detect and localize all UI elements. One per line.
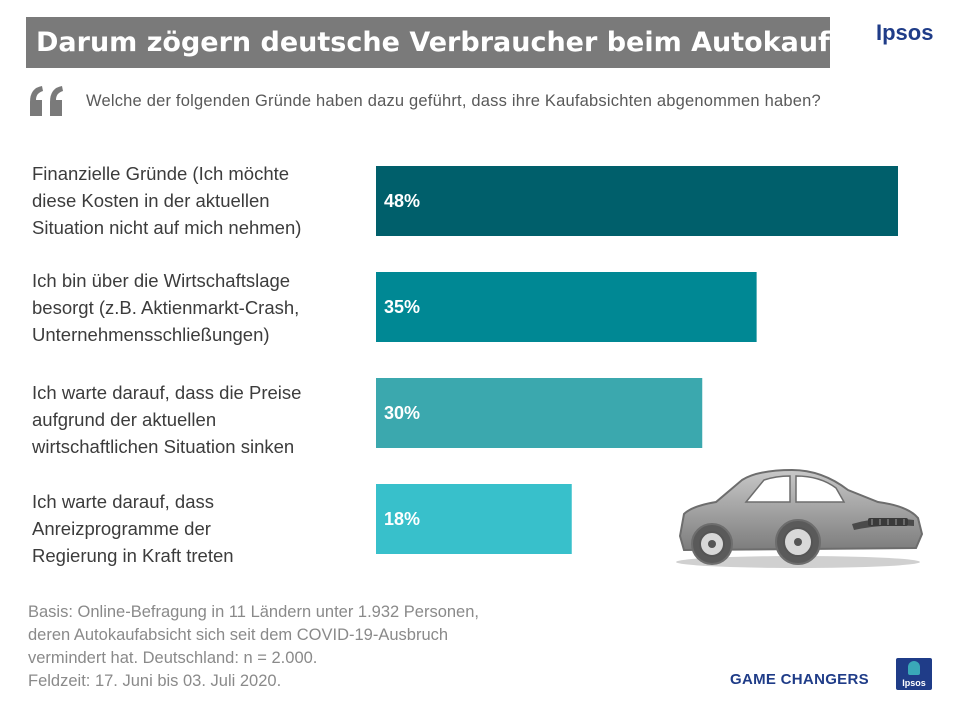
ipsos-logo: Ipsos — [896, 658, 932, 690]
tagline: GAME CHANGERS — [730, 671, 869, 688]
logo-mark — [908, 661, 920, 675]
survey-question: Welche der folgenden Gründe haben dazu g… — [86, 92, 821, 110]
car-icon — [676, 468, 924, 568]
bar — [376, 272, 757, 342]
bar-value-label: 18% — [384, 509, 420, 529]
footnote: Basis: Online-Befragung in 11 Ländern un… — [28, 603, 479, 690]
bar-value-label: 48% — [384, 191, 420, 211]
logo-text: Ipsos — [902, 678, 926, 688]
bar — [376, 166, 898, 236]
bar — [376, 484, 572, 554]
brand-name: Ipsos — [876, 20, 934, 45]
category-label: Ich warte darauf, dass Anreizprogramme d… — [32, 491, 234, 566]
slide-title: Darum zögern deutsche Verbraucher beim A… — [26, 17, 830, 68]
bar-value-label: 30% — [384, 403, 420, 423]
category-label: Ich bin über die Wirtschaftslage besorgt… — [32, 270, 300, 345]
category-label: Ich warte darauf, dass die Preise aufgru… — [32, 382, 302, 457]
bar-value-label: 35% — [384, 297, 420, 317]
quote-icon — [30, 86, 63, 116]
bar — [376, 378, 703, 448]
category-label: Finanzielle Gründe (Ich möchte diese Kos… — [32, 163, 302, 238]
